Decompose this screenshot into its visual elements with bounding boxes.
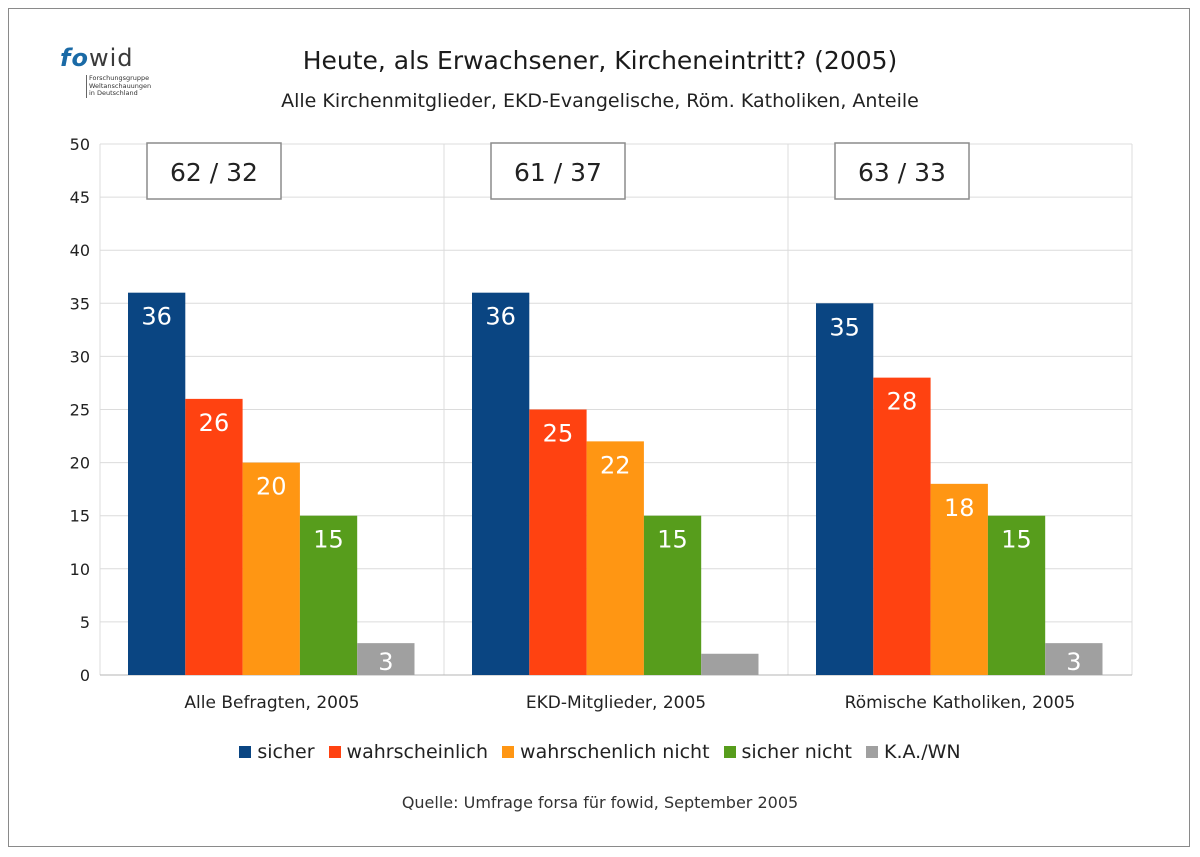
group-summary-label: 62 / 32 (170, 158, 258, 187)
bar-value-label: 18 (944, 494, 975, 522)
legend-swatch (866, 746, 878, 758)
bar-wahrschenlich-nicht (586, 441, 644, 675)
bar-value-label: 3 (378, 648, 393, 676)
x-category-label: EKD-Mitglieder, 2005 (526, 693, 706, 713)
bar-value-label: 3 (1066, 648, 1081, 676)
y-tick-label: 40 (70, 241, 90, 260)
chart-frame (8, 8, 1190, 847)
group-summary-box (834, 142, 970, 200)
bar-wahrscheinlich (529, 409, 587, 675)
logo-wid: wid (88, 44, 134, 72)
logo-fo: fo (60, 44, 89, 72)
legend-swatch (502, 746, 515, 758)
legend-item: wahrscheinlich (328, 741, 489, 763)
bar-wahrscheinlich (873, 377, 931, 675)
group-summary-label: 61 / 37 (514, 158, 602, 187)
legend-swatch (328, 746, 341, 758)
y-tick-label: 25 (70, 401, 90, 420)
bar-value-label: 20 (256, 473, 287, 501)
y-tick-label: 5 (80, 613, 90, 632)
chart-subtitle: Alle Kirchenmitglieder, EKD-Evangelische… (281, 90, 919, 112)
bar-sicher-nicht (987, 515, 1046, 675)
bar-value-label: 15 (1001, 526, 1032, 554)
y-tick-label: 35 (70, 294, 90, 313)
bar-value-label: 15 (313, 526, 344, 554)
x-category-label: Römische Katholiken, 2005 (845, 693, 1076, 713)
group-summary-box (146, 142, 282, 200)
x-category-label: Alle Befragten, 2005 (184, 693, 359, 713)
bar-k-a-wn (357, 643, 415, 675)
bar-value-label: 15 (657, 526, 688, 554)
logo-tagline-line: Weltanschauungen (89, 81, 152, 90)
bar-k-a-wn (1045, 643, 1103, 675)
bar-value-label: 26 (199, 409, 230, 437)
y-tick-label: 50 (70, 135, 90, 154)
group-summary-box (490, 142, 626, 200)
bar-wahrschenlich-nicht (242, 462, 300, 675)
y-tick-label: 20 (70, 454, 90, 473)
chart-title: Heute, als Erwachsener, Kircheneintritt?… (302, 46, 898, 75)
bar-value-label: 35 (829, 313, 860, 341)
legend-swatch (239, 746, 252, 758)
legend-label: sicher (257, 741, 315, 763)
logo-tagline-line: Forschungsgruppe (89, 74, 150, 82)
logo-tagline: Forschungsgruppe Weltanschauungen in Deu… (86, 74, 169, 98)
y-tick-label: 0 (80, 666, 90, 685)
y-tick-label: 15 (70, 507, 90, 526)
group-summary-label: 63 / 33 (858, 158, 946, 187)
bar-sicher (472, 292, 530, 675)
legend-item: K.A./WN (866, 741, 961, 763)
chart-source: Quelle: Umfrage forsa für fowid, Septemb… (401, 793, 799, 812)
bar-k-a-wn (701, 653, 759, 675)
bar-sicher (128, 292, 186, 675)
bar-value-label: 25 (543, 420, 574, 448)
legend-item: sicher (239, 741, 315, 763)
y-tick-label: 30 (70, 347, 90, 366)
legend-item: sicher nicht (723, 741, 852, 763)
chart-legend: sicher wahrscheinlich wahrschenlich nich… (0, 741, 1200, 763)
legend-label: sicher nicht (741, 741, 852, 763)
legend-swatch (723, 746, 736, 758)
bar-sicher-nicht (299, 515, 358, 675)
bar-wahrschenlich-nicht (930, 483, 988, 675)
bar-value-label: 36 (485, 303, 516, 331)
bar-value-label: 28 (887, 388, 918, 416)
legend-item: wahrschenlich nicht (502, 741, 710, 763)
bar-sicher (816, 303, 874, 675)
legend-label: K.A./WN (884, 741, 961, 763)
bar-wahrscheinlich (185, 398, 243, 675)
y-tick-label: 10 (70, 560, 90, 579)
bar-sicher-nicht (643, 515, 702, 675)
legend-label: wahrschenlich nicht (520, 741, 710, 763)
logo-tagline-line: in Deutschland (89, 89, 138, 97)
y-tick-label: 45 (70, 188, 90, 207)
fowid-logo: fowid Forschungsgruppe Weltanschauungen … (60, 44, 170, 104)
bar-value-label: 22 (600, 451, 631, 479)
bar-value-label: 36 (141, 303, 172, 331)
logo-wordmark: fowid (60, 44, 133, 72)
legend-label: wahrscheinlich (346, 741, 489, 763)
